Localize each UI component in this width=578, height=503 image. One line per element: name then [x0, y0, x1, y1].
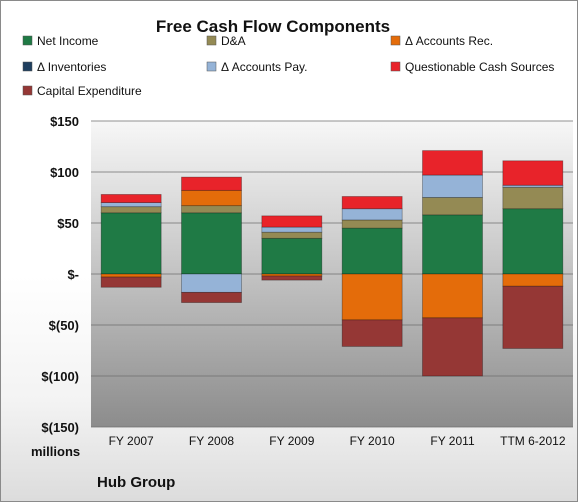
legend-swatch-capital-expenditure — [22, 85, 33, 96]
bar-accounts-rec-fy-2010 — [341, 273, 403, 321]
legend-label-d-a: D&A — [221, 34, 246, 48]
legend: Net Income D&A Δ Accounts Rec. Δ Inventorie… — [22, 34, 554, 98]
bar-capital-expenditure-fy-2007 — [100, 276, 162, 288]
bar-capital-expenditure-fy-2009 — [261, 275, 323, 281]
y-tick-label: $- — [67, 267, 79, 282]
bar-accounts-pay-fy-2007 — [100, 202, 162, 208]
legend-label-net-income: Net Income — [37, 34, 99, 48]
bar-d-a-fy-2011 — [422, 197, 483, 216]
y-axis-ticks: $150 $100 $50 $- $(50) $(100) $(150) — [41, 114, 79, 435]
bar-capital-expenditure-fy-2011 — [422, 317, 483, 377]
bar-capital-expenditure-ttm-6-2012 — [502, 285, 564, 349]
bar-accounts-rec-fy-2011 — [422, 273, 483, 319]
bar-net-income-fy-2007 — [100, 212, 162, 275]
bar-capital-expenditure-fy-2010 — [341, 319, 403, 347]
legend-swatch-net-income — [22, 35, 33, 46]
legend-swatch-accounts-pay — [206, 61, 217, 72]
legend-label-questionable-cash-sources: Questionable Cash Sources — [405, 60, 554, 74]
x-tick-label: FY 2010 — [350, 434, 395, 448]
legend-swatch-questionable-cash-sources — [390, 61, 401, 72]
bar-questionable-cash-sources-ttm-6-2012 — [502, 160, 564, 186]
bar-net-income-fy-2009 — [261, 237, 323, 275]
legend-label-inventories: Δ Inventories — [37, 60, 106, 74]
x-tick-label: FY 2007 — [109, 434, 154, 448]
bar-questionable-cash-sources-fy-2007 — [100, 194, 162, 204]
bar-d-a-fy-2007 — [100, 206, 162, 214]
x-tick-label: TTM 6-2012 — [500, 434, 566, 448]
bar-d-a-ttm-6-2012 — [502, 186, 564, 210]
company-label: Hub Group — [97, 474, 175, 491]
unit-label: millions — [31, 444, 80, 459]
bar-accounts-pay-fy-2010 — [341, 208, 403, 221]
x-tick-label: FY 2008 — [189, 434, 234, 448]
bar-accounts-rec-fy-2007 — [100, 273, 162, 278]
x-tick-label: FY 2011 — [430, 434, 475, 448]
bar-accounts-pay-fy-2008 — [181, 273, 242, 293]
bar-accounts-rec-ttm-6-2012 — [502, 273, 564, 287]
bar-d-a-fy-2009 — [261, 231, 323, 239]
bars — [100, 150, 564, 377]
y-tick-label: $(100) — [41, 369, 79, 384]
legend-swatch-inventories — [22, 61, 33, 72]
legend-swatch-d-a — [206, 35, 217, 46]
y-tick-label: $(150) — [41, 420, 79, 435]
bar-d-a-fy-2008 — [181, 205, 242, 214]
bar-questionable-cash-sources-fy-2010 — [341, 196, 403, 210]
legend-label-accounts-rec: Δ Accounts Rec. — [405, 34, 493, 48]
bar-net-income-ttm-6-2012 — [502, 208, 564, 275]
chart-title: Free Cash Flow Components — [156, 17, 390, 36]
bar-questionable-cash-sources-fy-2009 — [261, 215, 323, 228]
bar-accounts-rec-fy-2008 — [181, 189, 242, 207]
gridlines — [91, 120, 573, 428]
bar-net-income-fy-2008 — [181, 212, 242, 275]
y-tick-label: $100 — [50, 165, 79, 180]
bar-accounts-pay-fy-2009 — [261, 226, 323, 233]
legend-swatch-accounts-rec — [390, 35, 401, 46]
bar-questionable-cash-sources-fy-2008 — [181, 176, 242, 191]
bar-net-income-fy-2011 — [422, 214, 483, 275]
x-tick-label: FY 2009 — [269, 434, 314, 448]
y-tick-label: $150 — [50, 114, 79, 129]
bar-questionable-cash-sources-fy-2011 — [422, 150, 483, 176]
y-tick-label: $50 — [57, 216, 79, 231]
x-axis-ticks: FY 2007 FY 2008 FY 2009 FY 2010 FY 2011 TTM 6… — [109, 434, 566, 448]
legend-label-capital-expenditure: Capital Expenditure — [37, 84, 142, 98]
bar-capital-expenditure-fy-2008 — [181, 291, 242, 303]
legend-label-accounts-pay: Δ Accounts Pay. — [221, 60, 308, 74]
y-tick-label: $(50) — [49, 318, 79, 333]
bar-d-a-fy-2010 — [341, 219, 403, 229]
bar-net-income-fy-2010 — [341, 227, 403, 275]
bar-accounts-pay-fy-2011 — [422, 174, 483, 198]
